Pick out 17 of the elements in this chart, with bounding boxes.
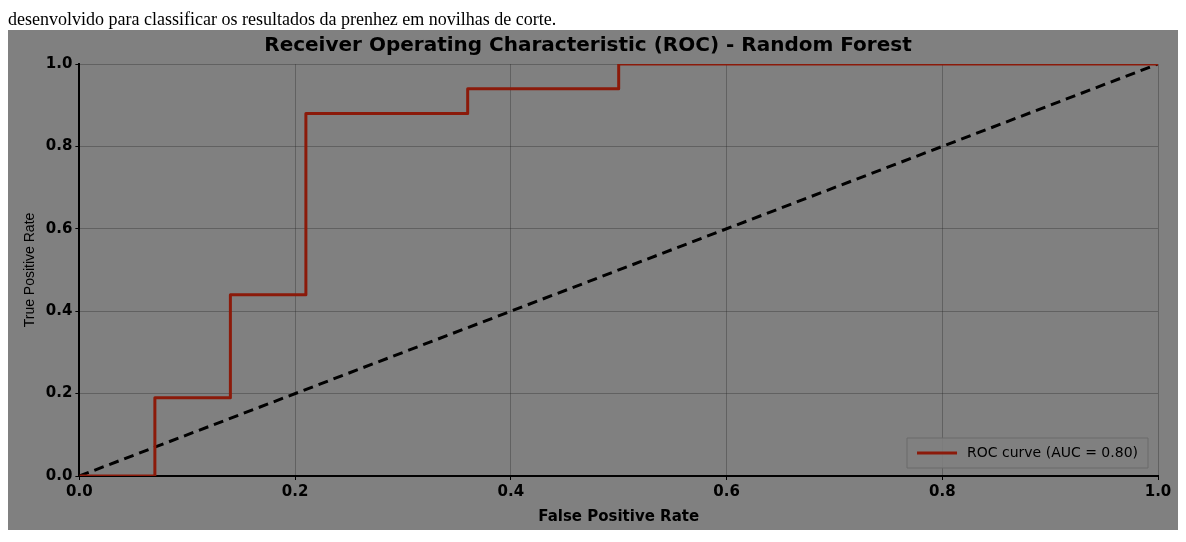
x-tick-label: 0.0 [66, 481, 93, 500]
y-tick-label: 1.0 [45, 53, 73, 72]
x-tick-label: 0.8 [928, 481, 956, 500]
x-tick-label: 0.2 [281, 481, 309, 500]
x-tick-label: 0.4 [497, 481, 525, 500]
chart-title: Receiver Operating Characteristic (ROC) - Random Forest [264, 32, 913, 57]
y-tick-label: 0.2 [45, 383, 73, 402]
y-tick-label: 0.4 [45, 301, 73, 320]
y-tick-label: 0.6 [45, 218, 73, 237]
x-axis-title: False Positive Rate [538, 506, 700, 525]
legend-label: ROC curve (AUC = 0.80) [967, 443, 1139, 460]
y-tick-label: 0.0 [45, 465, 73, 484]
x-tick-label: 1.0 [1144, 481, 1172, 500]
y-axis-title: True Positive Rate [21, 212, 38, 328]
y-tick-label: 0.8 [45, 136, 73, 155]
text: desenvolvido para classificar os resultados da prenhez em novilhas de corte. [8, 8, 558, 30]
x-tick-label: 0.6 [713, 481, 740, 500]
